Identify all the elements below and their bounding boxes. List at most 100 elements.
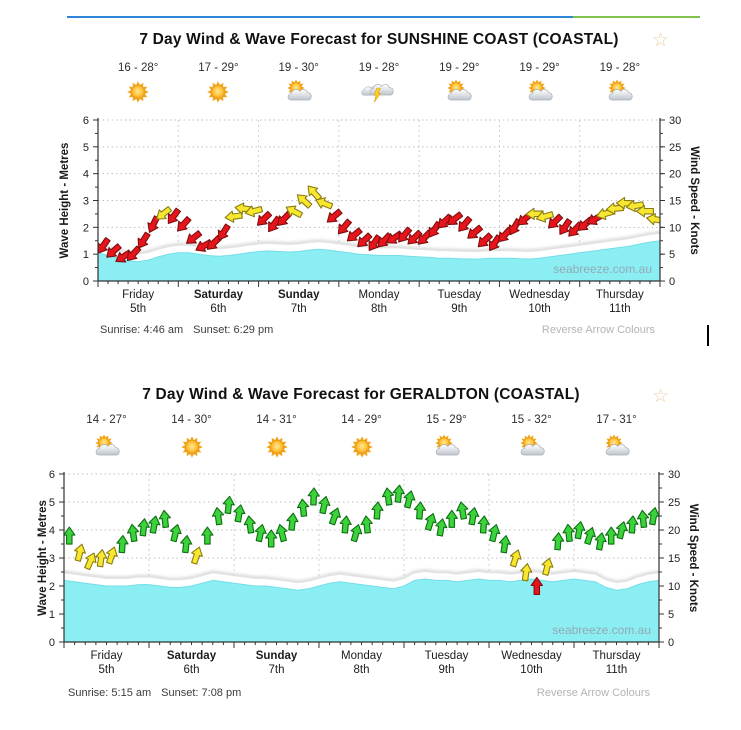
y-right-tick: 15 <box>668 553 680 565</box>
wind-arrow-yellow <box>84 552 97 571</box>
wind-arrow-yellow <box>106 546 118 565</box>
wind-arrow-green <box>477 515 490 534</box>
wind-arrow-green <box>222 495 235 515</box>
y-right-tick: 20 <box>668 525 680 537</box>
day-label-date: 6th <box>184 664 200 676</box>
wind-arrow-green <box>116 534 129 554</box>
day-label-date: 7th <box>291 303 307 315</box>
day-label-date: 10th <box>528 303 550 315</box>
sunny-icon <box>150 432 234 462</box>
wind-arrow-red <box>256 210 273 226</box>
y-left-tick: 2 <box>49 581 55 593</box>
wind-arrow-green <box>201 526 214 545</box>
day-label-date: 11th <box>609 303 631 315</box>
day-label-date: 10th <box>520 664 542 676</box>
wind-arrow-green <box>360 515 373 534</box>
wind-arrow-yellow <box>541 557 554 576</box>
y-left-tick: 0 <box>49 637 55 649</box>
day-temperature-range: 19 - 29° <box>439 62 480 74</box>
wind-arrow-yellow <box>285 205 304 219</box>
wind-arrow-green <box>307 487 320 506</box>
wave-height-area <box>64 569 659 642</box>
wind-arrow-green <box>573 521 586 540</box>
sunset-time: Sunset: 7:08 pm <box>161 687 242 699</box>
partly-cloudy-icon <box>65 432 149 462</box>
y-right-tick: 10 <box>668 581 680 593</box>
y-left-tick: 6 <box>49 469 55 481</box>
y-left-axis-title: Wave Height - Metres <box>59 143 71 259</box>
chart2-sun-times: Sunrise: 5:15 am Sunset: 7:08 pm <box>68 687 251 699</box>
y-right-axis-title: Wind Speed - Knots <box>687 504 699 613</box>
y-left-tick: 6 <box>83 115 89 127</box>
wind-arrow-green <box>445 509 458 528</box>
wind-arrow-red <box>217 223 231 241</box>
partly-cloudy-icon <box>405 432 489 462</box>
wind-arrow-green <box>254 523 267 543</box>
chart1-sun-times: Sunrise: 4:46 am Sunset: 6:29 pm <box>100 324 283 336</box>
wind-arrow-green <box>435 518 448 537</box>
favourite-star-icon[interactable]: ☆ <box>652 386 670 407</box>
wind-arrow-green <box>371 501 384 520</box>
partly-cloudy-icon <box>578 77 662 107</box>
wind-arrow-red <box>447 211 464 226</box>
y-left-tick: 1 <box>49 609 55 621</box>
day-label-date: 9th <box>451 303 467 315</box>
y-right-tick: 30 <box>669 115 681 127</box>
y-right-tick: 0 <box>668 637 674 649</box>
wind-arrow-green <box>275 524 288 543</box>
wind-arrow-green <box>626 515 639 534</box>
wind-arrow-red <box>467 224 484 239</box>
wind-arrow-red <box>106 243 122 258</box>
wind-arrow-green <box>636 509 650 529</box>
wind-arrow-red <box>357 232 373 248</box>
wind-arrow-yellow <box>315 197 334 210</box>
y-right-tick: 20 <box>669 169 681 181</box>
y-left-tick: 4 <box>83 169 89 181</box>
wind-arrow-green <box>137 518 150 537</box>
wind-arrow-green <box>243 515 256 534</box>
day-label-date: 7th <box>269 664 285 676</box>
y-right-tick: 5 <box>669 249 675 261</box>
reverse-arrow-colours-link[interactable]: Reverse Arrow Colours <box>541 324 655 336</box>
wind-arrow-red <box>407 229 423 245</box>
watermark: seabreeze.com.au <box>553 262 652 276</box>
wind-arrow-green <box>169 524 182 543</box>
wind-arrow-green <box>605 526 618 545</box>
day-temperature-range: 14 - 30° <box>171 414 212 426</box>
sunny-icon <box>96 77 180 107</box>
wind-arrow-series <box>98 185 660 263</box>
wind-arrow-yellow <box>224 210 243 223</box>
wind-arrow-red <box>530 576 543 596</box>
wind-arrow-red <box>337 218 352 235</box>
partly-cloudy-icon <box>490 432 574 462</box>
wind-arrow-green <box>350 524 363 543</box>
day-label-date: 8th <box>371 303 387 315</box>
favourite-star-icon[interactable]: ☆ <box>652 30 670 51</box>
day-temperature-range: 17 - 29° <box>198 62 239 74</box>
wind-arrow-red <box>398 226 413 243</box>
y-right-tick: 15 <box>669 196 681 208</box>
forecast-plot: seabreeze.com.au 0 1 2 3 4 5 6 0 5 10 15 20 25 30 Wave … <box>59 115 700 315</box>
chart2-title: 7 Day Wind & Wave Forecast for GERALDTON… <box>142 386 580 403</box>
partly-cloudy-icon <box>257 77 341 107</box>
day-temperature-range: 14 - 31° <box>256 414 297 426</box>
wind-arrow-red <box>547 213 564 229</box>
day-temperature-range: 19 - 30° <box>278 62 319 74</box>
day-label-name: Tuesday <box>425 650 469 662</box>
reverse-arrow-colours-link[interactable]: Reverse Arrow Colours <box>536 687 650 699</box>
wind-arrow-green <box>584 526 596 546</box>
wind-arrow-yellow <box>155 205 173 220</box>
wind-arrow-green <box>381 487 395 506</box>
day-temperature-range: 17 - 31° <box>596 414 637 426</box>
y-right-tick: 25 <box>669 142 681 154</box>
day-label-date: 5th <box>130 303 146 315</box>
wind-arrow-green <box>456 501 469 520</box>
day-temperature-range: 16 - 28° <box>117 62 159 74</box>
sunrise-time: Sunrise: 5:15 am <box>68 687 152 699</box>
y-right-tick: 25 <box>668 497 680 509</box>
day-label-name: Thursday <box>596 289 644 301</box>
wind-arrow-green <box>488 524 501 543</box>
day-temperature-range: 19 - 28° <box>358 62 400 74</box>
day-label-name: Monday <box>359 289 400 301</box>
y-left-tick: 0 <box>83 276 89 288</box>
